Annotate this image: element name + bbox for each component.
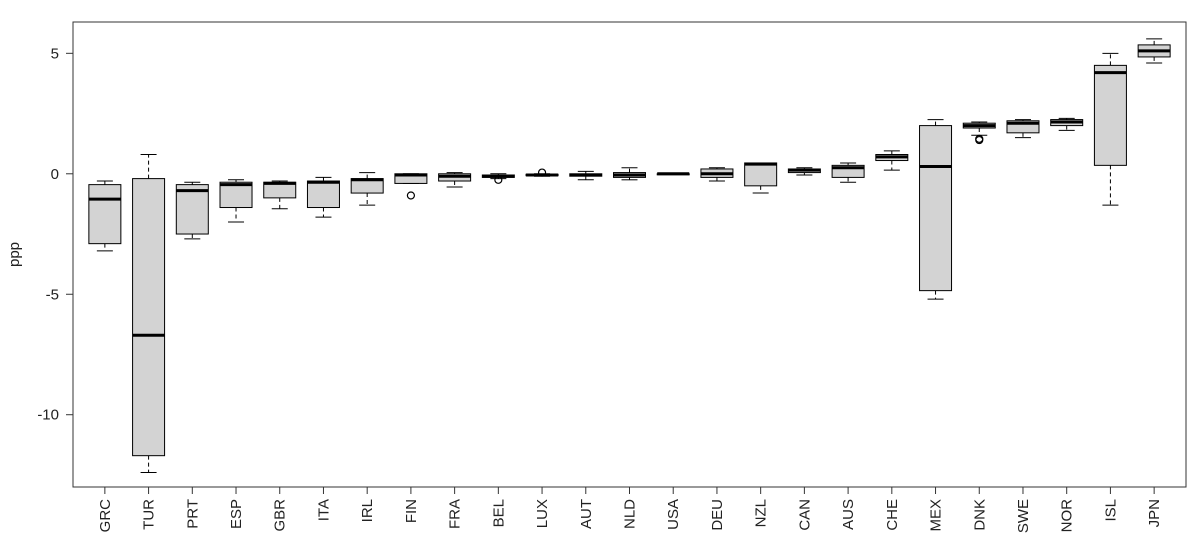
x-tick-label: USA — [665, 499, 682, 530]
x-tick-label: NOR — [1059, 499, 1076, 533]
box-iqr — [919, 125, 953, 292]
box-mex — [919, 119, 953, 300]
box-nzl — [744, 162, 778, 194]
box-prt — [175, 181, 209, 240]
x-tick-label: AUS — [840, 499, 857, 530]
x-tick-label: AUT — [578, 499, 595, 529]
box-iqr — [132, 178, 166, 457]
y-tick-label: -5 — [46, 286, 59, 303]
box-iqr — [175, 184, 209, 235]
outlier-point — [537, 168, 547, 177]
box-esp — [219, 179, 253, 223]
x-tick-label: ITA — [315, 499, 332, 521]
box-aut — [569, 170, 603, 181]
box-nor — [1050, 117, 1084, 131]
x-tick-label: DNK — [971, 499, 988, 531]
box-irl — [350, 172, 384, 206]
x-tick-label: FIN — [403, 499, 420, 523]
box-fra — [438, 172, 472, 188]
box-iqr — [744, 162, 778, 187]
box-isl — [1093, 52, 1127, 206]
x-tick-label: CHE — [884, 499, 901, 531]
x-tick-label: GBR — [272, 499, 289, 532]
box-tur — [132, 154, 166, 474]
box-grc — [88, 180, 122, 252]
x-tick-label: BEL — [490, 499, 507, 527]
box-fin — [394, 173, 428, 200]
box-usa — [656, 172, 690, 176]
plot-frame — [72, 21, 1187, 488]
x-tick-label: ESP — [228, 499, 245, 529]
box-gbr — [263, 180, 297, 210]
x-tick-label: JPN — [1146, 499, 1163, 527]
box-series — [88, 38, 1171, 474]
box-nld — [613, 167, 646, 181]
x-tick-label: MEX — [928, 499, 945, 532]
box-iqr — [1093, 64, 1127, 166]
x-tick-label: NZL — [753, 499, 770, 527]
x-tick-label: SWE — [1015, 499, 1032, 533]
box-bel — [481, 173, 515, 184]
box-che — [875, 150, 909, 171]
x-tick-label: IRL — [359, 499, 376, 522]
y-tick-label: 5 — [51, 45, 59, 62]
box-dnk — [962, 121, 996, 145]
y-tick-label: 0 — [51, 166, 59, 183]
x-tick-label: DEU — [709, 499, 726, 531]
box-jpn — [1137, 38, 1171, 64]
box-iqr — [219, 181, 253, 209]
box-deu — [700, 167, 734, 182]
box-iqr — [306, 180, 340, 209]
outlier-point — [494, 175, 503, 184]
box-lux — [525, 168, 559, 177]
y-axis: 5 0 -5 -10 — [37, 45, 73, 424]
x-tick-label: FRA — [447, 499, 464, 529]
y-tick-label: -10 — [37, 407, 59, 424]
outlier-point — [975, 135, 984, 145]
x-tick-label: LUX — [534, 499, 551, 528]
box-aus — [831, 162, 865, 183]
x-axis: GRC TUR PRT ESP GBR ITA IRL FIN FRA BEL LUX AUT NLD U… — [97, 487, 1163, 533]
x-tick-label: NLD — [622, 499, 639, 529]
x-tick-label: ISL — [1102, 499, 1119, 522]
x-tick-label: TUR — [141, 499, 158, 530]
box-can — [787, 167, 821, 176]
box-swe — [1006, 119, 1040, 139]
x-tick-label: GRC — [97, 499, 114, 533]
box-iqr — [88, 184, 122, 245]
box-ita — [306, 176, 340, 218]
outlier-point — [406, 191, 415, 200]
x-tick-label: CAN — [796, 499, 813, 531]
y-axis-title: ppp — [6, 242, 23, 267]
x-tick-label: PRT — [184, 499, 201, 529]
